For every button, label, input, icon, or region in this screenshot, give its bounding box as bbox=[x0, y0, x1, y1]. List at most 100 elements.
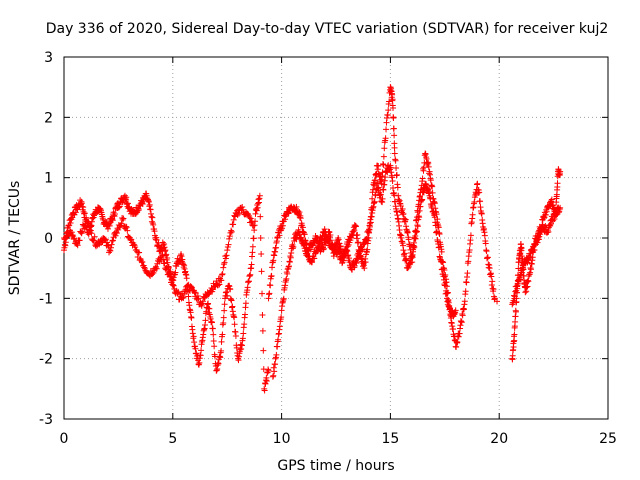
data-point bbox=[240, 330, 247, 337]
data-point bbox=[379, 195, 386, 202]
data-point bbox=[83, 223, 90, 230]
data-point bbox=[548, 196, 555, 203]
data-point bbox=[272, 361, 279, 368]
data-point bbox=[381, 145, 388, 152]
data-point bbox=[202, 317, 209, 324]
series-SDTVAR-f bbox=[494, 204, 564, 308]
data-point bbox=[531, 242, 538, 249]
data-point bbox=[265, 367, 272, 374]
data-point bbox=[232, 213, 239, 220]
data-point bbox=[407, 259, 414, 266]
data-point bbox=[266, 290, 273, 297]
data-point bbox=[436, 244, 443, 251]
data-point bbox=[77, 229, 84, 236]
data-point bbox=[123, 224, 130, 231]
data-point bbox=[208, 319, 215, 326]
data-point bbox=[286, 259, 293, 266]
data-point bbox=[392, 157, 399, 164]
data-point bbox=[452, 307, 459, 314]
data-point bbox=[390, 104, 397, 111]
data-point bbox=[180, 294, 187, 301]
data-point bbox=[218, 271, 225, 278]
data-point bbox=[216, 281, 223, 288]
data-point bbox=[354, 256, 361, 263]
data-point bbox=[351, 227, 358, 234]
data-point bbox=[453, 344, 460, 351]
data-point bbox=[380, 153, 387, 160]
y-tick-label: 0 bbox=[44, 231, 53, 247]
data-point bbox=[512, 288, 519, 295]
data-point bbox=[427, 195, 434, 202]
data-point bbox=[391, 144, 398, 151]
y-tick-label: 3 bbox=[44, 50, 53, 66]
data-point bbox=[296, 209, 303, 216]
data-point bbox=[431, 214, 438, 221]
data-point bbox=[224, 292, 231, 299]
data-point bbox=[390, 115, 397, 122]
data-point bbox=[253, 207, 260, 214]
series-SDTVAR-b bbox=[61, 204, 257, 309]
data-point bbox=[416, 214, 423, 221]
data-point bbox=[371, 182, 378, 189]
data-point bbox=[393, 165, 400, 172]
data-point bbox=[390, 184, 397, 191]
data-point bbox=[188, 314, 195, 321]
y-tick-label: 1 bbox=[44, 171, 53, 187]
data-point bbox=[337, 243, 344, 250]
data-point bbox=[98, 239, 105, 246]
data-point bbox=[274, 343, 281, 350]
data-point bbox=[391, 192, 398, 199]
data-point bbox=[419, 175, 426, 182]
data-point bbox=[74, 241, 81, 248]
data-point bbox=[153, 265, 160, 272]
data-point bbox=[557, 204, 564, 211]
data-point bbox=[113, 230, 120, 237]
data-point bbox=[261, 387, 268, 394]
data-point bbox=[220, 319, 227, 326]
data-point bbox=[458, 319, 465, 326]
data-point bbox=[491, 295, 498, 302]
data-point bbox=[62, 234, 69, 241]
data-point bbox=[87, 227, 94, 234]
data-point bbox=[221, 301, 228, 308]
data-point bbox=[270, 372, 277, 379]
data-point bbox=[375, 163, 382, 170]
y-axis-label: SDTVAR / TECUs bbox=[7, 181, 23, 296]
data-point bbox=[551, 216, 558, 223]
data-point bbox=[486, 265, 493, 272]
data-point bbox=[450, 326, 457, 333]
data-point bbox=[234, 211, 241, 218]
data-point bbox=[477, 198, 484, 205]
data-point bbox=[489, 278, 496, 285]
data-point bbox=[419, 196, 426, 203]
data-point bbox=[118, 220, 125, 227]
data-point bbox=[271, 368, 278, 375]
data-point bbox=[482, 240, 489, 247]
chart-title: Day 336 of 2020, Sidereal Day-to-day VTE… bbox=[46, 21, 609, 37]
data-point bbox=[185, 293, 192, 300]
data-point bbox=[220, 314, 227, 321]
data-point bbox=[459, 312, 466, 319]
data-point bbox=[383, 126, 390, 133]
data-point bbox=[494, 298, 501, 305]
data-point bbox=[198, 347, 205, 354]
data-point bbox=[311, 255, 318, 262]
data-point bbox=[406, 241, 413, 248]
data-point bbox=[512, 308, 519, 315]
y-tick-label: -2 bbox=[39, 352, 53, 368]
data-point bbox=[218, 338, 225, 345]
data-point bbox=[399, 205, 406, 212]
data-point bbox=[391, 150, 398, 157]
data-point bbox=[362, 259, 369, 266]
data-point bbox=[150, 269, 157, 276]
data-point bbox=[247, 215, 254, 222]
data-point bbox=[518, 245, 525, 252]
data-point bbox=[389, 96, 396, 103]
data-point bbox=[371, 198, 378, 205]
data-point bbox=[375, 184, 382, 191]
data-point bbox=[263, 377, 270, 384]
data-point bbox=[161, 260, 168, 267]
data-point bbox=[275, 336, 282, 343]
data-point bbox=[124, 200, 131, 207]
